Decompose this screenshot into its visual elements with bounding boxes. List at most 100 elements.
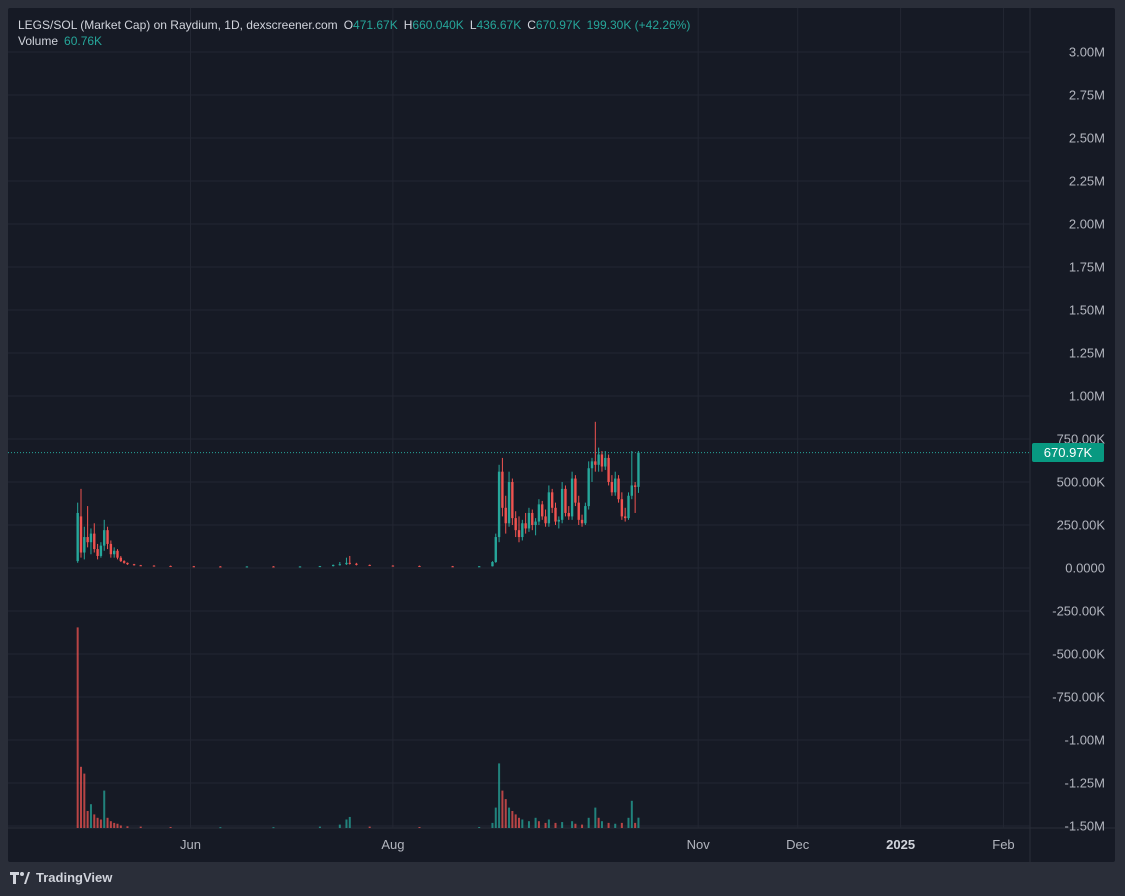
volume-bar bbox=[86, 811, 89, 828]
high-label: H bbox=[403, 18, 413, 32]
volume-bar bbox=[534, 817, 537, 828]
volume-bar bbox=[537, 821, 540, 828]
volume-bar bbox=[418, 826, 421, 828]
price-tick-label: -250.00K bbox=[1052, 604, 1105, 619]
volume-bar bbox=[139, 826, 142, 828]
candle-body bbox=[99, 545, 103, 556]
candle-body bbox=[86, 537, 89, 543]
candle-body bbox=[477, 566, 481, 568]
candle-body bbox=[103, 530, 106, 546]
volume-bar bbox=[527, 821, 530, 828]
price-tick-label: 2.25M bbox=[1069, 174, 1105, 189]
chart-canvas[interactable]: 3.00M 2.75M 2.50M 2.25M 2.00M 1.75M 1.50M 1.25M… bbox=[8, 8, 1115, 862]
candle-body bbox=[607, 457, 610, 482]
volume-bar bbox=[504, 799, 507, 828]
volume-bar bbox=[561, 822, 564, 828]
volume-bar bbox=[514, 814, 517, 828]
time-tick-label: Jun bbox=[180, 837, 201, 852]
volume-bar bbox=[89, 804, 92, 828]
candle-body bbox=[547, 492, 551, 524]
candle-body bbox=[494, 537, 497, 562]
volume-bar bbox=[318, 826, 321, 828]
high-value: 660.040K bbox=[412, 18, 464, 32]
candle-body bbox=[345, 562, 348, 565]
candle-body bbox=[567, 512, 570, 517]
candle-body bbox=[554, 507, 557, 522]
candle-body bbox=[391, 565, 395, 567]
candle-body bbox=[617, 478, 620, 500]
symbol-title: LEGS/SOL (Market Cap) on Raydium, 1D, de… bbox=[18, 18, 338, 32]
price-tick-label: 1.50M bbox=[1069, 303, 1105, 318]
price-tick-label: 1.25M bbox=[1069, 346, 1105, 361]
price-tick-label: 1.75M bbox=[1069, 260, 1105, 275]
volume-bar bbox=[554, 822, 557, 828]
price-tick-label: -750.00K bbox=[1052, 690, 1105, 705]
candle-body bbox=[623, 516, 627, 519]
candle-body bbox=[126, 562, 129, 565]
volume-bar bbox=[498, 763, 501, 828]
candle-body bbox=[507, 482, 511, 524]
volume-bar bbox=[272, 827, 275, 829]
tradingview-footer[interactable]: TradingView bbox=[10, 870, 112, 885]
candle-body bbox=[637, 452, 640, 487]
volume-bar bbox=[96, 817, 99, 828]
volume-bar bbox=[348, 816, 351, 828]
candle-body bbox=[517, 530, 521, 538]
candle-body bbox=[531, 512, 534, 525]
candle-body bbox=[511, 482, 514, 519]
candle-body bbox=[544, 516, 547, 524]
volume-value: 60.76K bbox=[64, 34, 103, 48]
price-tick-label: 500.00K bbox=[1057, 475, 1106, 490]
candle-body bbox=[192, 566, 196, 568]
price-tick-label: -1.00M bbox=[1065, 733, 1105, 748]
candle-body bbox=[587, 468, 590, 507]
price-tick-label: 3.00M bbox=[1069, 45, 1105, 60]
legend: LEGS/SOL (Market Cap) on Raydium, 1D, de… bbox=[18, 17, 690, 49]
candle-body bbox=[491, 561, 494, 567]
candle-body bbox=[331, 564, 335, 567]
candle-body bbox=[109, 543, 113, 555]
volume-bars bbox=[76, 627, 640, 829]
candle-body bbox=[318, 566, 322, 568]
price-tick-label: 250.00K bbox=[1057, 518, 1106, 533]
candle-body bbox=[574, 478, 577, 503]
candle-body bbox=[272, 566, 275, 568]
volume-bar bbox=[581, 824, 584, 828]
candle-body bbox=[106, 530, 109, 544]
volume-bar bbox=[544, 822, 547, 828]
price-tick-label: 2.50M bbox=[1069, 131, 1105, 146]
volume-bar bbox=[126, 826, 129, 828]
candle-body bbox=[550, 492, 554, 508]
price-tick-label: 0.0000 bbox=[1065, 561, 1105, 576]
time-tick-label: Dec bbox=[786, 837, 810, 852]
candle-body bbox=[355, 563, 358, 565]
time-tick-label: Feb bbox=[992, 837, 1014, 852]
volume-bar bbox=[501, 790, 504, 828]
candle-body bbox=[610, 482, 614, 493]
volume-bar bbox=[547, 819, 550, 828]
volume-bar bbox=[630, 800, 633, 828]
volume-bar bbox=[587, 817, 590, 828]
grid-lines bbox=[8, 8, 1115, 862]
candle-body bbox=[501, 471, 504, 508]
candle-body bbox=[89, 533, 93, 543]
chart-frame[interactable]: 3.00M 2.75M 2.50M 2.25M 2.00M 1.75M 1.50M 1.25M… bbox=[8, 8, 1115, 862]
candle-body bbox=[560, 488, 564, 520]
time-tick-label: Nov bbox=[687, 837, 711, 852]
price-tick-label: 1.00M bbox=[1069, 389, 1105, 404]
volume-bar bbox=[169, 826, 172, 828]
candle-body bbox=[541, 504, 544, 517]
volume-bar bbox=[103, 790, 106, 828]
volume-bar bbox=[518, 817, 520, 828]
price-tick-label: 2.75M bbox=[1069, 88, 1105, 103]
volume-bar bbox=[109, 821, 112, 828]
last-price-tag: 670.97K bbox=[1032, 443, 1104, 463]
candles bbox=[76, 421, 640, 568]
volume-bar bbox=[219, 827, 222, 829]
candle-body bbox=[570, 478, 574, 517]
volume-bar bbox=[93, 814, 96, 828]
candle-body bbox=[527, 512, 531, 529]
volume-bar bbox=[594, 807, 597, 828]
price-tick-label: -1.50M bbox=[1065, 819, 1105, 834]
candle-body bbox=[604, 457, 607, 467]
